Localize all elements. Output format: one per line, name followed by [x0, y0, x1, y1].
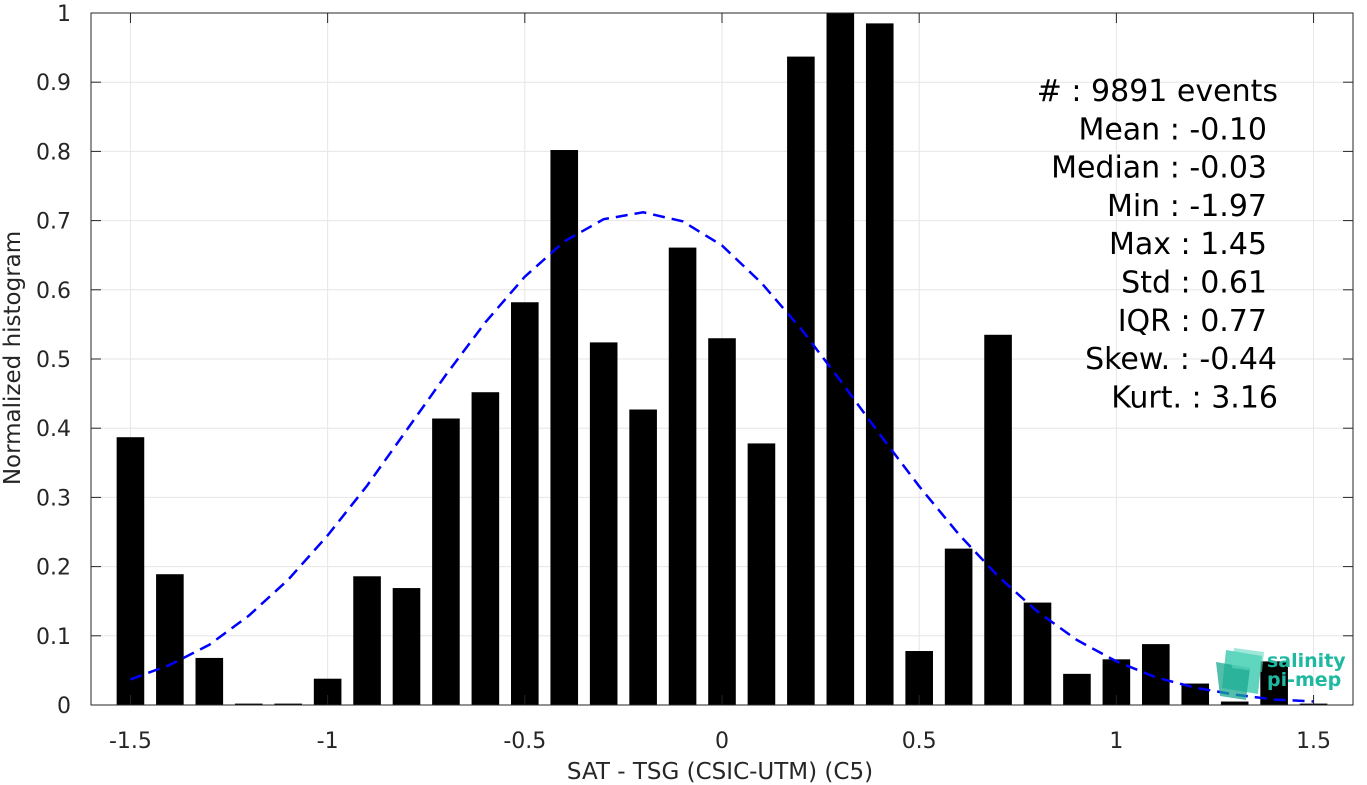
histogram-bar: [826, 13, 855, 705]
histogram-bar: [353, 576, 381, 705]
histogram-bar: [747, 443, 776, 705]
y-tick-label: 0.3: [36, 486, 71, 511]
stats-line: Std : 0.61: [1121, 266, 1267, 301]
y-tick-label: 0.7: [36, 210, 71, 235]
y-tick-label: 0.2: [36, 556, 71, 581]
y-tick-label: 0.5: [36, 348, 71, 373]
stats-line: Mean : -0.10: [1078, 112, 1267, 147]
histogram-bar: [274, 703, 302, 705]
logo-text-line2: pi-mep: [1267, 669, 1341, 691]
x-tick-label: 1.5: [1296, 729, 1331, 754]
histogram-bar: [1063, 673, 1091, 705]
histogram-bar: [984, 334, 1012, 705]
histogram-bar: [511, 302, 539, 705]
y-tick-label: 0.4: [36, 417, 71, 442]
x-axis-label: SAT - TSG (CSIC-UTM) (C5): [567, 759, 873, 785]
y-tick-label: 0.8: [36, 140, 71, 165]
histogram-bar: [944, 548, 973, 705]
stats-line: Min : -1.97: [1107, 189, 1267, 224]
stats-line: Kurt. : 3.16: [1111, 380, 1278, 415]
histogram-bar: [1220, 701, 1249, 705]
y-tick-label: 0: [57, 694, 71, 719]
y-tick-label: 0.6: [36, 279, 71, 304]
histogram-bar: [629, 409, 657, 705]
histogram-bar: [708, 338, 736, 705]
stats-line: # : 9891 events: [1037, 74, 1278, 109]
histogram-bar: [432, 418, 460, 705]
histogram-bar: [865, 23, 894, 705]
x-tick-labels: -1.5 -1 -0.5 0 0.5 1 1.5: [109, 13, 1331, 754]
histogram-bar: [1181, 683, 1210, 705]
x-tick-label: -1: [317, 729, 339, 754]
x-tick-label: 0: [715, 729, 729, 754]
x-tick-label: 0.5: [902, 729, 937, 754]
y-axis-label: Normalized histogram: [0, 231, 26, 485]
logo-text-line1: salinity: [1267, 650, 1346, 672]
histogram-bar: [589, 342, 618, 705]
histogram-bar: [156, 574, 184, 705]
x-tick-label: 1: [1109, 729, 1123, 754]
stats-line: Median : -0.03: [1051, 151, 1267, 186]
fit-curve: [129, 211, 1314, 703]
x-tick-label: -1.5: [109, 729, 152, 754]
salinity-pi-mep-logo: salinity pi-mep: [1216, 648, 1346, 700]
histogram-bar: [550, 150, 579, 706]
y-tick-label: 1: [57, 2, 71, 27]
histogram-bar: [116, 437, 145, 705]
y-tick-label: 0.9: [36, 71, 71, 96]
stats-line: IQR : 0.77: [1118, 304, 1267, 339]
stats-line: Max : 1.45: [1109, 227, 1267, 262]
logo-mark-icon: [1216, 648, 1264, 700]
x-tick-label: -0.5: [503, 729, 546, 754]
histogram-bar: [234, 703, 263, 705]
y-tick-labels: 0 0.1 0.2 0.3 0.4 0.5 0.6 0.7 0.8 0.9 1: [36, 2, 1353, 719]
histogram-bar: [787, 56, 815, 705]
y-tick-label: 0.1: [36, 625, 71, 650]
histogram-bar: [392, 588, 421, 705]
histogram-bar: [668, 247, 697, 705]
stats-line: Skew. : -0.44: [1085, 342, 1277, 377]
histogram-bar: [195, 657, 224, 705]
histogram-bar: [471, 392, 500, 705]
